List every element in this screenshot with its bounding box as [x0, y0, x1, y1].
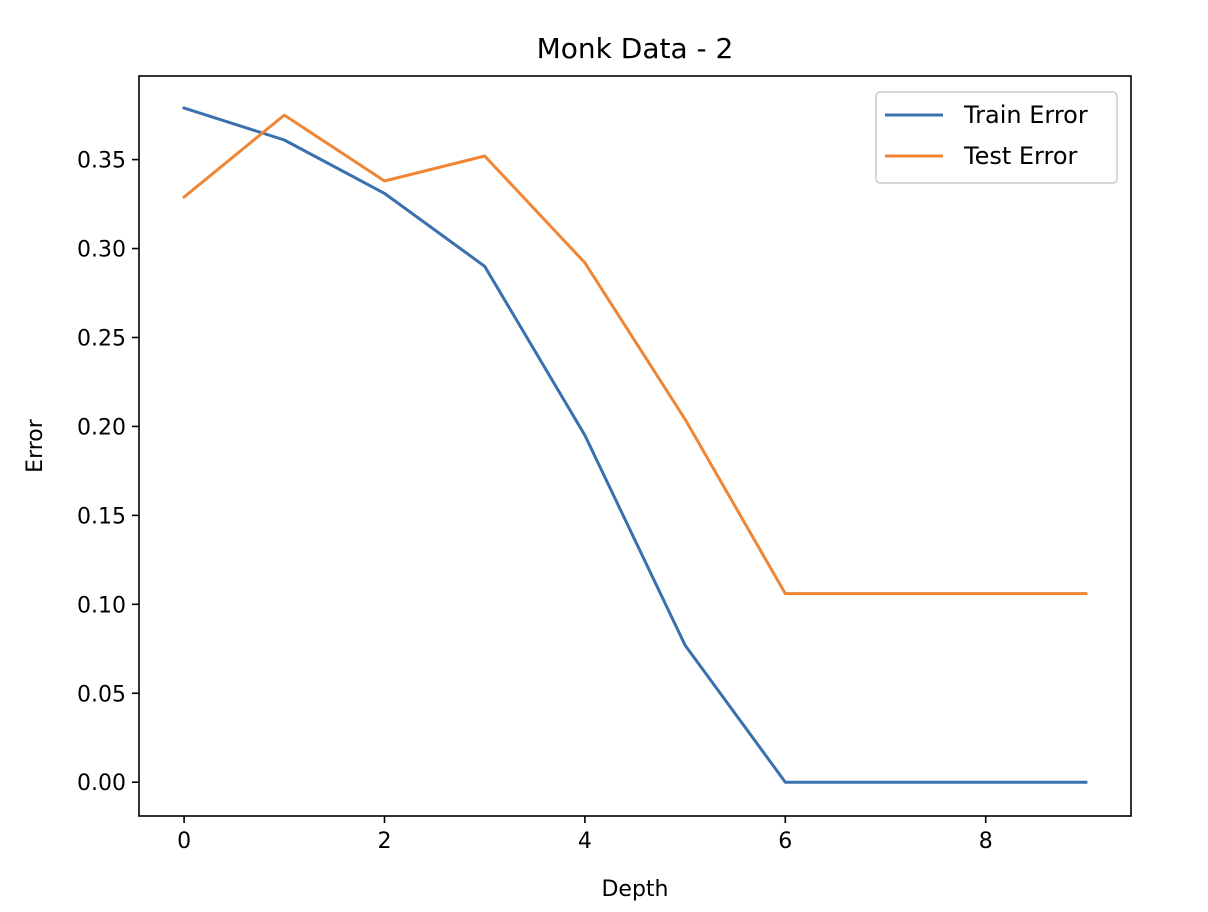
series-line-train-error [182, 106, 1088, 784]
x-tick-label: 8 [979, 829, 993, 854]
y-axis: 0.00 0.05 0.10 0.15 0.20 0.25 0.30 0.35 [77, 149, 139, 796]
y-tick-label: 0.05 [77, 682, 126, 707]
series-line-test-error [181, 113, 1088, 596]
x-tick-label: 4 [578, 829, 592, 854]
x-axis: 0 2 4 6 8 [177, 816, 993, 854]
y-tick-label: 0.20 [77, 415, 126, 440]
y-tick-label: 0.35 [77, 149, 126, 174]
legend: Train Error Test Error [875, 91, 1118, 184]
y-tick-label: 0.25 [77, 326, 126, 351]
legend-label-test: Test Error [963, 142, 1078, 170]
y-tick-label: 0.10 [77, 593, 126, 618]
x-tick-label: 6 [778, 829, 792, 854]
y-tick-label: 0.15 [77, 504, 126, 529]
y-tick-label: 0.30 [77, 238, 126, 263]
x-tick-label: 0 [177, 829, 191, 854]
y-axis-label: Error [23, 418, 48, 473]
axes-frame [138, 75, 1132, 817]
y-tick-label: 0.00 [77, 771, 126, 796]
plot-area [181, 106, 1088, 784]
x-axis-label: Depth [601, 877, 668, 902]
legend-label-train: Train Error [963, 101, 1088, 129]
chart-title: Monk Data - 2 [537, 32, 734, 65]
x-tick-label: 2 [377, 829, 391, 854]
